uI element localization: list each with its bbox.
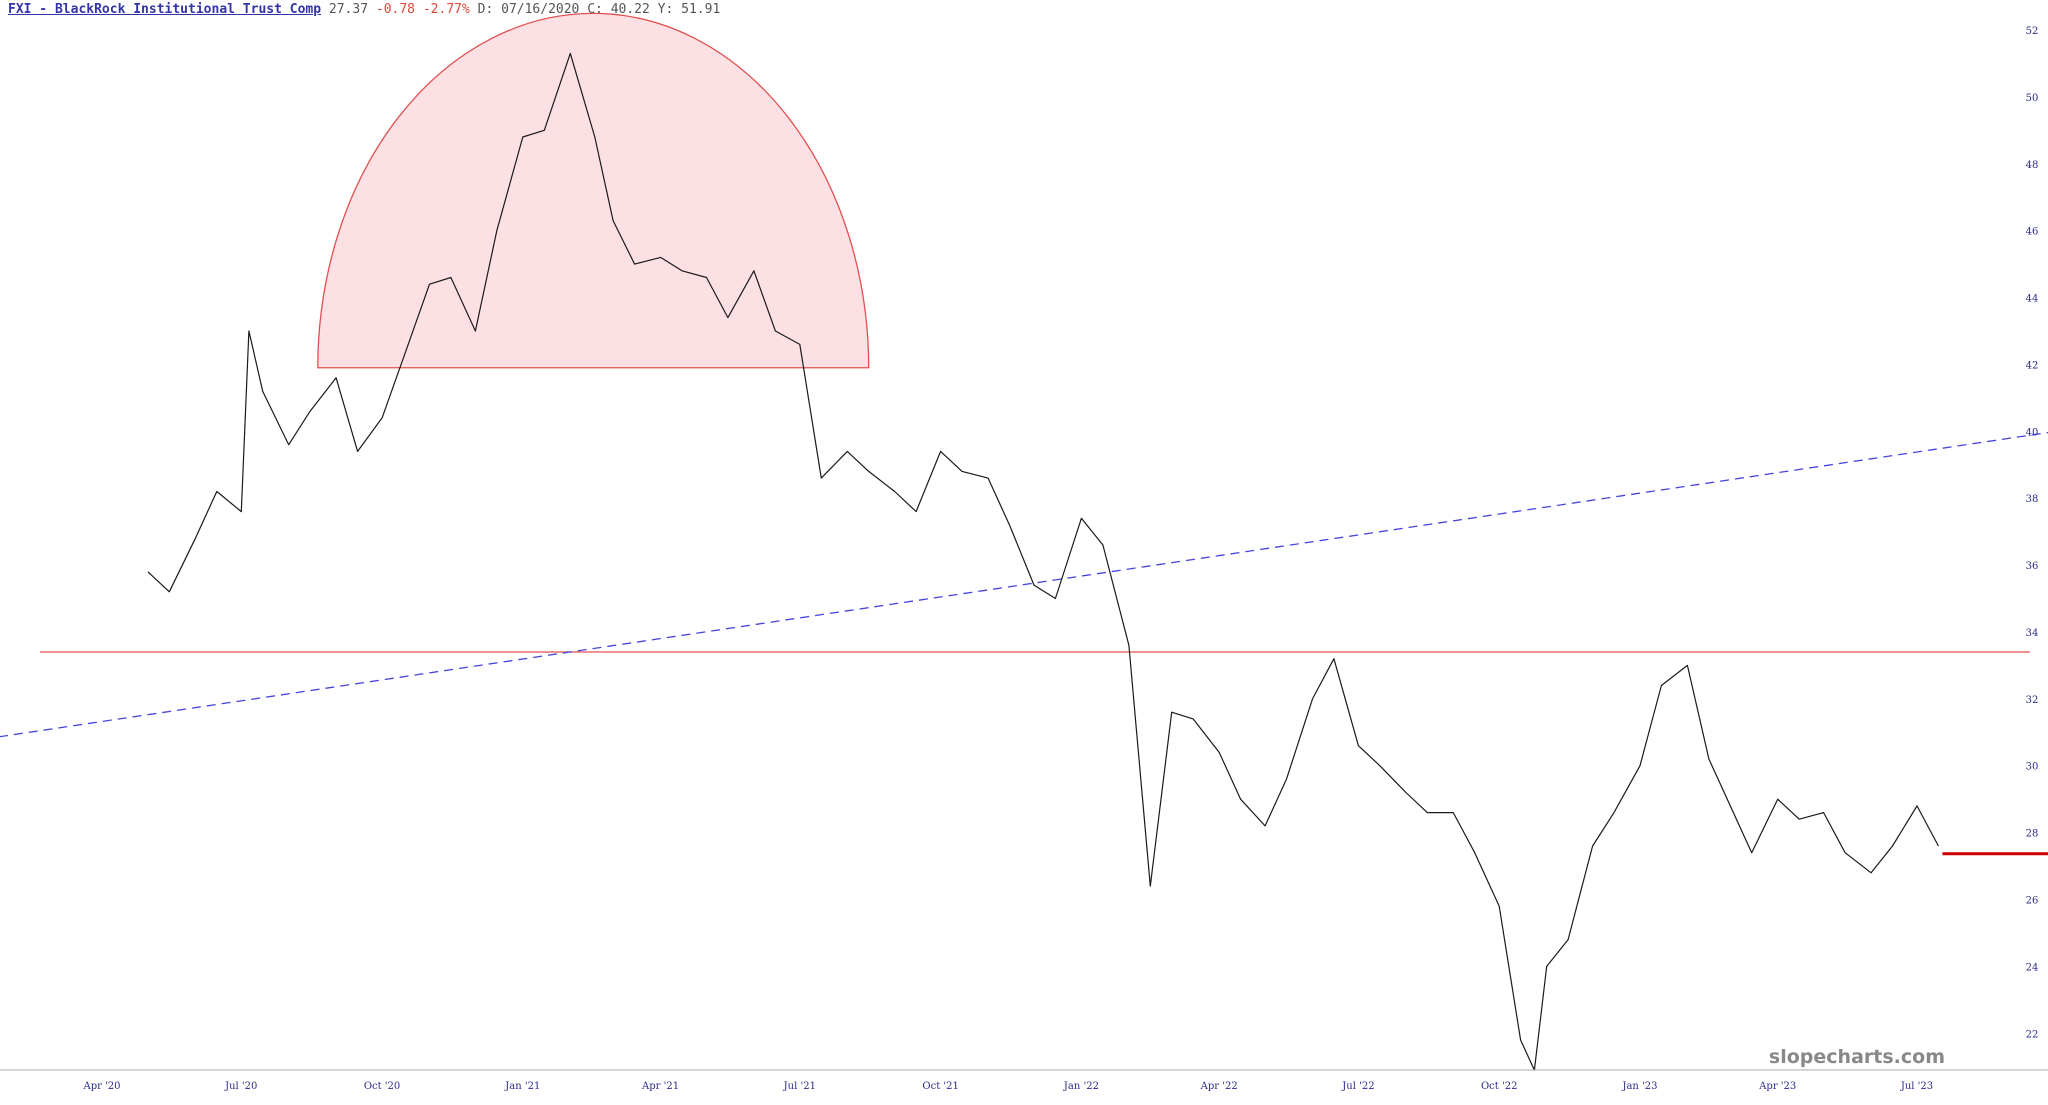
y-tick-label: 40: [2026, 427, 2039, 438]
y-tick-label: 28: [2026, 829, 2039, 840]
x-tick-label: Jan '23: [1621, 1081, 1657, 1092]
y-tick-label: 50: [2026, 93, 2039, 104]
y-tick-label: 44: [2026, 294, 2039, 305]
x-tick-label: Oct '22: [1481, 1081, 1517, 1092]
last-price: 27.37: [328, 2, 369, 17]
y-tick-label: 32: [2026, 695, 2039, 706]
x-tick-label: Apr '20: [82, 1081, 120, 1092]
y-tick-label: 26: [2026, 896, 2039, 907]
x-tick-label: Jul '22: [1341, 1081, 1374, 1092]
y-tick-label: 22: [2026, 1029, 2039, 1040]
y-tick-label: 24: [2026, 962, 2039, 973]
x-tick-label: Jan '21: [504, 1081, 540, 1092]
price-change: -0.78: [375, 2, 416, 17]
y-tick-label: 30: [2026, 762, 2039, 773]
dashed-trend-line[interactable]: [0, 431, 2048, 739]
x-tick-label: Apr '22: [1200, 1081, 1238, 1092]
price-change-pct: -2.77%: [422, 2, 470, 17]
y-tick-label: 46: [2026, 227, 2039, 238]
y-readout: Y: 51.91: [657, 2, 721, 17]
y-tick-label: 48: [2026, 160, 2039, 171]
x-tick-label: Oct '21: [922, 1081, 958, 1092]
series-layer: [147, 52, 2048, 1071]
y-tick-label: 34: [2026, 628, 2039, 639]
price-series-line: [147, 52, 1939, 1071]
x-tick-label: Jan '22: [1063, 1081, 1099, 1092]
date-readout: D: 07/16/2020: [477, 2, 580, 17]
x-tick-label: Apr '21: [641, 1081, 679, 1092]
x-tick-label: Jul '20: [224, 1081, 257, 1092]
y-tick-label: 38: [2026, 494, 2039, 505]
x-tick-label: Jul '23: [1900, 1081, 1933, 1092]
axes-layer: Apr '20 Jul '20 Oct '20 Jan '21 Apr '21 Jul '…: [0, 26, 2048, 1092]
rounded-top-shape[interactable]: [317, 13, 870, 369]
symbol-link[interactable]: FXI - BlackRock Institutional Trust Comp: [8, 2, 322, 17]
x-tick-label: Apr '23: [1758, 1081, 1796, 1092]
y-tick-label: 36: [2026, 561, 2039, 572]
y-tick-label: 42: [2026, 360, 2039, 371]
annotations-layer: [0, 13, 2048, 739]
x-tick-label: Jul '21: [783, 1081, 816, 1092]
y-tick-label: 52: [2026, 26, 2039, 37]
x-tick-label: Oct '20: [364, 1081, 400, 1092]
chart-header: FXI - BlackRock Institutional Trust Comp…: [8, 2, 720, 17]
watermark: slopecharts.com: [1769, 1046, 1945, 1068]
